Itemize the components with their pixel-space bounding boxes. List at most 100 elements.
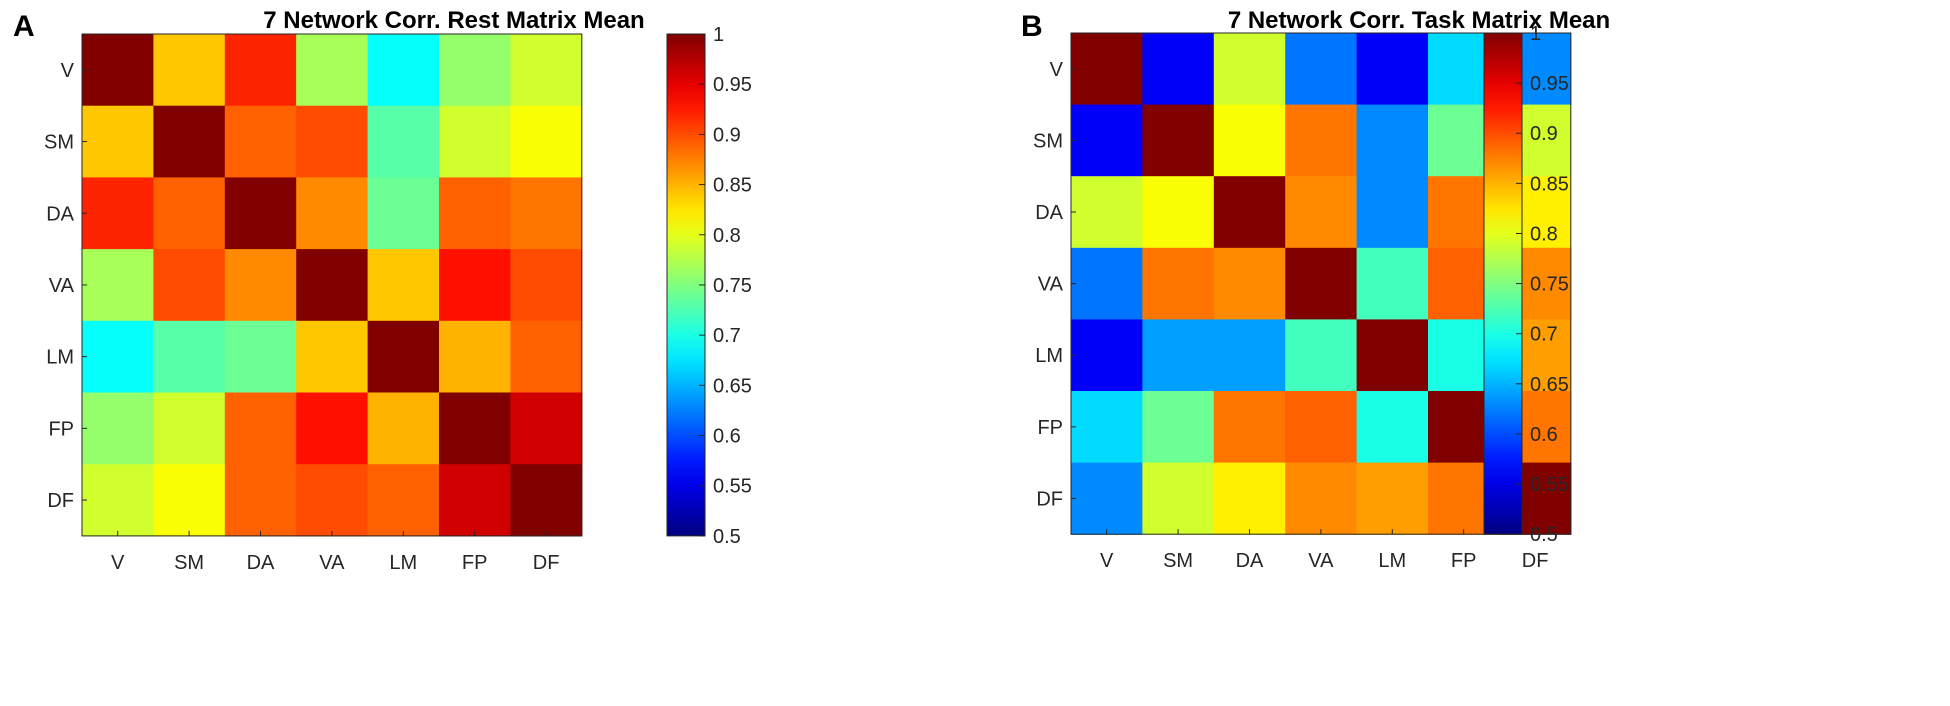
heatmap-cell-sm-lm [367,105,440,178]
heatmap-cell-fp-df [510,392,583,465]
chart-title: 7 Network Corr. Task Matrix Mean [1227,7,1611,34]
heatmap-cell-lm-da [1213,319,1286,392]
colorbar-tick-label: 1 [713,24,724,46]
heatmap-cell-df-da [1213,462,1286,535]
panel-label: A [13,10,35,43]
heatmap-cell-fp-lm [1356,391,1429,464]
colorbar-tick-label: 0.7 [713,325,741,347]
colorbar-tick-label: 0.75 [713,275,752,297]
heatmap-cell-sm-fp [439,105,511,178]
x-tick-label: V [1100,550,1114,572]
y-tick-label: SM [44,132,74,154]
heatmap-cell-v-sm [153,34,226,107]
heatmap-cell-v-fp [439,34,511,107]
heatmap-cell-va-va [1285,247,1358,320]
heatmap-cell-fp-da [1213,391,1286,464]
heatmap-cell-df-sm [1142,462,1215,535]
heatmap-cell-va-lm [1356,247,1429,320]
heatmap-cell-fp-fp [439,392,511,465]
y-tick-label: DF [1036,488,1063,510]
y-tick-label: DA [1035,202,1063,224]
colorbar-tick-label: 0.85 [713,175,752,197]
heatmap-cell-sm-da [224,105,297,178]
heatmap-cell-df-va [1285,462,1358,535]
y-tick-label: V [1050,59,1064,81]
heatmap-cell-lm-sm [1142,319,1215,392]
heatmap-cell-lm-v [82,320,154,394]
heatmap-cell-da-sm [1142,176,1215,249]
heatmap-cell-da-lm [1356,176,1429,249]
y-tick-label: VA [1038,274,1064,296]
colorbar-tick-label: 0.5 [1530,524,1558,546]
heatmap-cell-da-v [82,177,154,250]
heatmap-cell-v-sm [1142,33,1215,106]
colorbar-tick-label: 0.8 [1530,223,1558,245]
heatmap-cell-sm-lm [1356,104,1429,177]
x-tick-label: FP [462,552,488,574]
heatmap-cell-lm-sm [153,320,226,394]
colorbar [1483,32,1523,535]
heatmap-cell-fp-sm [153,392,226,465]
heatmap-cell-da-df [510,177,583,250]
colorbar-tick-label: 0.65 [713,375,752,397]
heatmap-cell-v-lm [367,34,440,107]
heatmap-cell-lm-da [224,320,297,394]
heatmap-cell-va-da [224,249,297,322]
colorbar-tick-label: 0.5 [713,526,741,548]
heatmap-cell-df-v [82,464,154,537]
heatmap-cell-va-lm [367,249,440,322]
heatmap-cell-fp-lm [367,392,440,465]
heatmap-cell-df-lm [367,464,440,537]
heatmap-cell-va-va [296,249,369,322]
colorbar-tick-label: 0.9 [1530,123,1558,145]
heatmap-cell-df-v [1071,462,1143,535]
heatmap-cell-v-lm [1356,33,1429,106]
heatmap-cell-va-v [1071,247,1143,320]
rest-heatmap: V SM DA VA LM FP DF V SM DA VA LM FP DF 0.5 0.55 0.6 0.65… [44,24,752,574]
heatmap-cell-lm-v [1071,319,1143,392]
colorbar-tick-label: 0.7 [1530,324,1558,346]
y-tick-label: FP [48,418,74,440]
heatmap-cell-v-va [1285,33,1358,106]
colorbar-tick-label: 0.6 [1530,424,1558,446]
x-tick-label: DF [533,552,560,574]
x-tick-label: FP [1451,550,1477,572]
heatmap-cell-va-sm [1142,247,1215,320]
heatmap-cell-v-da [224,34,297,107]
heatmap-cell-df-va [296,464,369,537]
x-tick-label: VA [1308,550,1334,572]
heatmap-cell-df-lm [1356,462,1429,535]
task-heatmap: V SM DA VA LM FP DF V SM DA VA LM FP DF 0.5 0.55 0.6 0.65… [1033,23,1572,572]
heatmap-cell-va-v [82,249,154,322]
heatmap-cell-sm-v [82,105,154,178]
y-tick-label: DF [47,490,74,512]
heatmap-cell-sm-va [296,105,369,178]
heatmap-cell-da-sm [153,177,226,250]
heatmap-cell-da-da [224,177,297,250]
heatmap-cell-lm-va [296,320,369,394]
panel-rest: A 7 Network Corr. Rest Matrix Mean V SM DA… [13,7,752,574]
heatmap-cell-da-v [1071,176,1143,249]
heatmap-cell-va-df [510,249,583,322]
heatmap-cell-v-v [82,34,154,107]
heatmap-cell-da-va [296,177,369,250]
x-tick-label: SM [1163,550,1193,572]
heatmap-cell-sm-da [1213,104,1286,177]
colorbar-tick-label: 0.9 [713,124,741,146]
colorbar-tick-label: 0.95 [1530,73,1569,95]
heatmap-cell-fp-v [1071,391,1143,464]
heatmap-cell-da-lm [367,177,440,250]
heatmap-cell-sm-df [510,105,583,178]
panel-label: B [1021,10,1043,43]
heatmap-cell-v-df [510,34,583,107]
y-tick-label: DA [46,203,74,225]
heatmap-cell-df-df [510,464,583,537]
colorbar-tick-label: 0.6 [713,426,741,448]
x-tick-label: VA [319,552,345,574]
heatmap-cell-lm-lm [1356,319,1429,392]
heatmap-cell-sm-sm [1142,104,1215,177]
colorbar-tick-label: 0.75 [1530,274,1569,296]
heatmap-cell-fp-va [1285,391,1358,464]
heatmap-cell-sm-va [1285,104,1358,177]
y-tick-label: FP [1037,417,1063,439]
